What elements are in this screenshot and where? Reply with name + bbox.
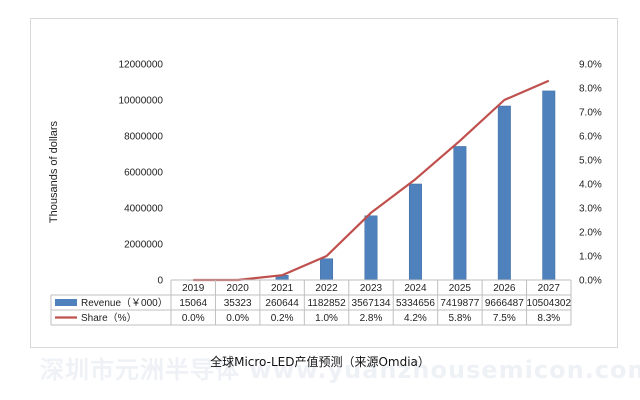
share-value-label: 2.8% — [360, 313, 383, 324]
y2-tick-label: 6.0% — [579, 132, 602, 143]
y-tick-label: 10000000 — [119, 96, 164, 107]
revenue-bar — [497, 105, 511, 281]
share-value-label: 1.0% — [315, 313, 338, 324]
revenue-bar — [542, 90, 556, 281]
y-tick-label: 0 — [157, 276, 163, 287]
y2-tick-label: 4.0% — [579, 180, 602, 191]
revenue-value-label: 9666487 — [485, 298, 524, 309]
chart-svg: Thousands of dollars 0 2000000 4000000 60000… — [48, 60, 602, 326]
y2-tick-label: 0.0% — [579, 276, 602, 287]
y2-tick-label: 2.0% — [579, 228, 602, 239]
x-category-label: 2019 — [182, 283, 205, 294]
x-category-label: 2021 — [271, 283, 294, 294]
share-value-label: 4.2% — [404, 313, 427, 324]
revenue-value-label: 15064 — [179, 298, 207, 309]
y2-tick-label: 7.0% — [579, 108, 602, 119]
legend-swatch-revenue — [55, 299, 77, 306]
revenue-value-label: 260644 — [265, 298, 299, 309]
x-category-label: 2025 — [449, 283, 472, 294]
x-category-label: 2024 — [404, 283, 427, 294]
revenue-bar — [320, 258, 334, 281]
revenue-bar — [453, 146, 467, 281]
x-category-label: 2022 — [315, 283, 338, 294]
y-tick-label: 6000000 — [124, 168, 163, 179]
y-axis-title: Thousands of dollars — [48, 120, 60, 223]
revenue-bar — [408, 183, 422, 281]
revenue-value-label: 35323 — [224, 298, 252, 309]
share-value-label: 8.3% — [537, 313, 560, 324]
chart-caption: 全球Micro-LED产值预测（来源Omdia） — [210, 355, 430, 369]
legend-label-revenue: Revenue（￥000） — [81, 297, 168, 309]
revenue-value-label: 7419877 — [440, 298, 479, 309]
revenue-value-label: 3567134 — [352, 298, 391, 309]
revenue-bar — [364, 215, 378, 281]
legend-label-share: Share（%） — [81, 312, 137, 324]
x-category-label: 2020 — [227, 283, 250, 294]
share-value-label: 0.2% — [271, 313, 294, 324]
y-tick-label: 2000000 — [124, 240, 163, 251]
y-tick-label: 12000000 — [119, 60, 164, 71]
revenue-value-label: 5334656 — [396, 298, 435, 309]
revenue-value-label: 1182852 — [307, 298, 346, 309]
watermark-text: 深圳市元洲半导体 www.yuanzhousemicon.com.cn — [40, 356, 640, 384]
share-value-label: 7.5% — [493, 313, 516, 324]
y2-tick-label: 8.0% — [579, 84, 602, 95]
chart-frame: Thousands of dollars 0 2000000 4000000 60000… — [30, 18, 618, 348]
y-tick-label: 4000000 — [124, 204, 163, 215]
x-category-label: 2023 — [360, 283, 383, 294]
share-value-label: 5.8% — [448, 313, 471, 324]
y2-tick-label: 1.0% — [579, 252, 602, 263]
x-category-label: 2026 — [493, 283, 516, 294]
share-value-label: 0.0% — [182, 313, 205, 324]
y2-tick-label: 5.0% — [579, 156, 602, 167]
share-line — [193, 79, 550, 282]
y2-tick-label: 3.0% — [579, 204, 602, 215]
revenue-value-label: 10504302 — [527, 298, 572, 309]
y2-tick-label: 9.0% — [579, 60, 602, 71]
x-category-label: 2027 — [538, 283, 561, 294]
share-value-label: 0.0% — [226, 313, 249, 324]
y-tick-label: 8000000 — [124, 132, 163, 143]
